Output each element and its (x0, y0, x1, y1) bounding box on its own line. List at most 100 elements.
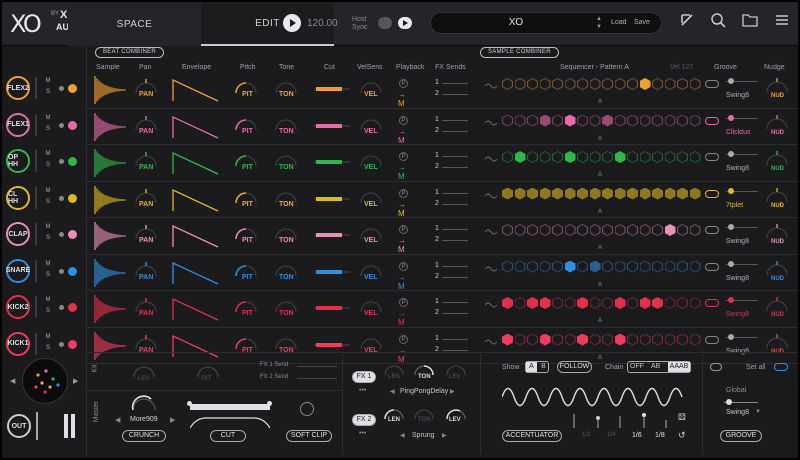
channel-button[interactable]: FLEX1 (6, 112, 30, 137)
sequencer-wave-icon[interactable] (484, 338, 498, 348)
sequencer-wave-icon[interactable] (484, 228, 498, 238)
nudge-knob[interactable] (764, 258, 790, 280)
sequencer-step[interactable] (552, 114, 563, 127)
solo-button[interactable]: S (45, 271, 50, 278)
channel-level-slider[interactable] (35, 259, 37, 282)
fx-send-2-slider[interactable] (442, 349, 468, 351)
fx2-name[interactable]: Sprung (412, 432, 435, 439)
envelope-shape[interactable] (172, 151, 226, 177)
mute-button[interactable]: M (45, 224, 51, 230)
mute-button[interactable]: M (45, 260, 51, 267)
sequencer-step[interactable] (664, 260, 676, 273)
master-cut-slider[interactable] (190, 404, 270, 410)
sequencer-wave-icon[interactable] (484, 82, 498, 92)
sequencer-step[interactable] (627, 78, 638, 90)
fx1-ton-knob[interactable] (412, 358, 436, 380)
groove-preset[interactable]: Swing8 (726, 347, 749, 355)
channel-button[interactable]: KICK1 (6, 331, 30, 356)
groove-slider[interactable] (726, 336, 758, 338)
sample-waveform[interactable] (92, 330, 132, 364)
velsens-knob[interactable] (357, 185, 385, 207)
sequencer-step[interactable] (614, 224, 626, 236)
nudge-knob[interactable] (764, 148, 790, 170)
out-button[interactable]: OUT (7, 414, 31, 438)
solo-button[interactable]: S (45, 89, 50, 95)
groove-preset[interactable]: Swing8 (726, 274, 749, 282)
div-eighth[interactable]: 1/8 (655, 432, 665, 439)
bpm-value[interactable]: 120.00 (307, 18, 338, 29)
fx2-prev-icon[interactable]: ◀ (400, 433, 405, 439)
playback-direction-icon[interactable]: → M (398, 309, 406, 327)
sequencer-step[interactable] (527, 297, 538, 309)
accent-divisions[interactable] (570, 412, 690, 432)
sequencer-step[interactable] (577, 297, 588, 309)
groove-preset[interactable]: Swing8 (726, 92, 749, 99)
xy-explorer-pad[interactable] (22, 358, 68, 404)
sequencer-step[interactable] (527, 224, 538, 236)
sequencer-step[interactable] (639, 78, 651, 90)
sequencer-step[interactable] (602, 333, 613, 346)
tone-knob[interactable] (272, 331, 300, 353)
master-preset-prev-icon[interactable]: ◀ (115, 417, 121, 424)
sequencer-step[interactable] (539, 333, 551, 346)
fx-send-2-slider[interactable] (442, 167, 468, 168)
sequencer-step[interactable] (677, 187, 688, 200)
tone-knob[interactable] (272, 148, 300, 170)
sequencer-step[interactable] (627, 114, 638, 127)
sequencer-step[interactable] (539, 114, 551, 127)
sequencer-step[interactable] (689, 78, 701, 90)
sequencer-step[interactable] (627, 151, 638, 163)
sequencer-step[interactable] (664, 78, 676, 90)
sequencer-step[interactable] (689, 260, 701, 273)
sequencer-step[interactable] (627, 260, 638, 273)
pan-knob[interactable] (132, 185, 160, 207)
cut-slider-range[interactable] (316, 233, 342, 237)
channel-level-slider[interactable] (35, 332, 37, 355)
fx1-prev-icon[interactable]: ◀ (390, 389, 395, 395)
sequencer-step[interactable] (539, 297, 551, 309)
pitch-knob[interactable] (232, 221, 260, 243)
sample-waveform[interactable] (92, 184, 132, 218)
pan-knob[interactable] (132, 112, 160, 134)
sequencer-step[interactable] (527, 151, 538, 163)
sequencer-step[interactable] (677, 297, 688, 309)
pitch-knob[interactable] (232, 112, 260, 134)
out-level-slider[interactable] (36, 412, 38, 440)
cut-slider-range[interactable] (316, 87, 342, 91)
cut-slider-handle-right[interactable] (267, 401, 272, 406)
sequencer-step[interactable] (614, 297, 626, 309)
sequencer-wave-icon[interactable] (484, 265, 498, 275)
preset-arrows-icon[interactable]: ▲ ▼ (596, 16, 602, 30)
fx-send-2-slider[interactable] (442, 94, 468, 95)
sequencer-step[interactable] (602, 260, 613, 273)
sequencer-step[interactable] (652, 187, 663, 200)
sequencer-step[interactable] (614, 187, 626, 200)
solo-button[interactable]: S (45, 198, 50, 205)
sequencer-step[interactable] (564, 297, 576, 309)
sequencer-step[interactable] (502, 151, 513, 163)
sequencer-step[interactable] (639, 114, 651, 127)
groove-preset[interactable]: Clicktus (726, 128, 751, 136)
sequencer-step[interactable] (527, 260, 538, 273)
solo-button[interactable]: S (45, 162, 50, 168)
fx-send-2-slider[interactable] (442, 313, 468, 314)
mute-button[interactable]: M (45, 114, 51, 121)
master-preset-next-icon[interactable]: ▶ (170, 417, 176, 424)
envelope-shape[interactable] (172, 78, 226, 104)
fx2-more-icon[interactable]: ••• (359, 430, 367, 437)
sequencer-step[interactable] (589, 333, 601, 346)
preset-browser[interactable]: XO ▲ ▼ Load Save (430, 12, 662, 34)
channel-color-dot[interactable] (68, 303, 77, 312)
pan-knob[interactable] (132, 331, 160, 353)
follow-button[interactable]: FOLLOW (557, 361, 592, 373)
sequencer-step[interactable] (639, 224, 651, 236)
groove-slider[interactable] (726, 263, 758, 265)
sequencer-step[interactable] (677, 333, 688, 346)
sequencer-step[interactable] (677, 224, 688, 236)
groove-toggle[interactable] (705, 153, 719, 161)
channel-color-dot[interactable] (68, 266, 77, 276)
sequencer-step[interactable] (652, 297, 663, 309)
show-toggle[interactable] (525, 361, 549, 373)
sequencer-step[interactable] (664, 333, 676, 346)
sequencer-step[interactable] (627, 224, 638, 236)
